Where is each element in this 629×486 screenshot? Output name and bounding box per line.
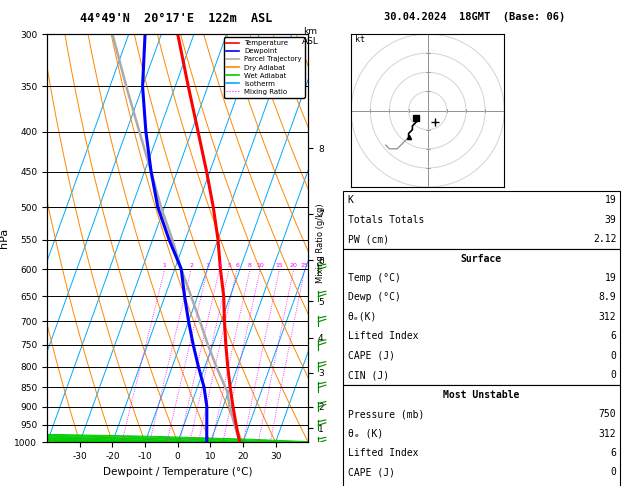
Y-axis label: hPa: hPa xyxy=(0,228,9,248)
Text: θₑ (K): θₑ (K) xyxy=(348,429,383,438)
Text: 39: 39 xyxy=(604,215,616,225)
Text: 25: 25 xyxy=(301,263,309,268)
Text: 4: 4 xyxy=(218,263,221,268)
Text: 44°49'N  20°17'E  122m  ASL: 44°49'N 20°17'E 122m ASL xyxy=(80,12,272,25)
Text: 3: 3 xyxy=(206,263,209,268)
Text: km
ASL: km ASL xyxy=(302,27,318,46)
Text: 30.04.2024  18GMT  (Base: 06): 30.04.2024 18GMT (Base: 06) xyxy=(384,12,565,22)
Text: 19: 19 xyxy=(604,273,616,283)
Text: CAPE (J): CAPE (J) xyxy=(348,351,395,361)
Text: Totals Totals: Totals Totals xyxy=(348,215,424,225)
Text: Pressure (mb): Pressure (mb) xyxy=(348,409,424,419)
Text: kt: kt xyxy=(355,35,365,44)
Text: 8.9: 8.9 xyxy=(599,293,616,302)
Text: Temp (°C): Temp (°C) xyxy=(348,273,401,283)
Text: © weatheronline.co.uk: © weatheronline.co.uk xyxy=(418,471,532,480)
Text: 15: 15 xyxy=(276,263,284,268)
Text: PW (cm): PW (cm) xyxy=(348,234,389,244)
Text: Lifted Index: Lifted Index xyxy=(348,331,418,341)
Text: 8: 8 xyxy=(248,263,252,268)
Text: 5: 5 xyxy=(227,263,231,268)
Text: 312: 312 xyxy=(599,312,616,322)
Text: Lifted Index: Lifted Index xyxy=(348,448,418,458)
Text: 0: 0 xyxy=(611,351,616,361)
Text: Dewp (°C): Dewp (°C) xyxy=(348,293,401,302)
Text: 10: 10 xyxy=(257,263,264,268)
Text: CIN (J): CIN (J) xyxy=(348,370,389,380)
Text: θₑ(K): θₑ(K) xyxy=(348,312,377,322)
Text: Most Unstable: Most Unstable xyxy=(443,390,520,399)
Text: 6: 6 xyxy=(611,331,616,341)
X-axis label: Dewpoint / Temperature (°C): Dewpoint / Temperature (°C) xyxy=(103,467,252,477)
Text: 6: 6 xyxy=(611,448,616,458)
Text: 0: 0 xyxy=(611,370,616,380)
Text: 20: 20 xyxy=(290,263,298,268)
Text: LCL: LCL xyxy=(347,387,362,396)
Text: 19: 19 xyxy=(604,195,616,205)
Text: 1: 1 xyxy=(163,263,167,268)
Text: 312: 312 xyxy=(599,429,616,438)
Text: Surface: Surface xyxy=(460,254,502,263)
Text: 2: 2 xyxy=(189,263,193,268)
Text: 2.12: 2.12 xyxy=(593,234,616,244)
Text: 750: 750 xyxy=(599,409,616,419)
Text: CAPE (J): CAPE (J) xyxy=(348,468,395,477)
Text: 6: 6 xyxy=(235,263,239,268)
Text: Mixing Ratio (g/kg): Mixing Ratio (g/kg) xyxy=(316,203,325,283)
Text: 0: 0 xyxy=(611,468,616,477)
Legend: Temperature, Dewpoint, Parcel Trajectory, Dry Adiabat, Wet Adiabat, Isotherm, Mi: Temperature, Dewpoint, Parcel Trajectory… xyxy=(223,37,304,98)
Text: K: K xyxy=(348,195,353,205)
